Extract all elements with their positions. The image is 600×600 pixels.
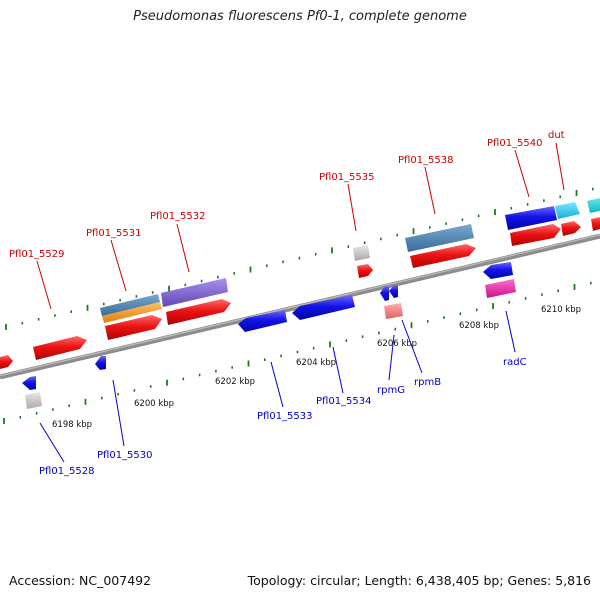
forward-gene — [166, 299, 231, 325]
leader-line — [514, 149, 530, 198]
reverse-gene — [389, 285, 398, 298]
gene-label-pfl01-5538: Pfl01_5538 — [398, 155, 454, 166]
reverse-strand-genes — [22, 262, 513, 390]
leader-line — [112, 379, 125, 447]
reverse-gene — [292, 295, 355, 320]
gene-label-pfl01-5528: Pfl01_5528 — [39, 466, 95, 477]
gene-label-rpmb: rpmB — [414, 377, 441, 388]
forward-gene — [0, 355, 13, 369]
reverse-gene — [483, 262, 513, 279]
teal-feature — [587, 198, 600, 213]
pseudogene-feature — [25, 392, 42, 409]
gene-label-pfl01-5530: Pfl01_5530 — [97, 450, 153, 461]
forward-gene — [410, 244, 476, 268]
reverse-gene — [95, 356, 106, 370]
gene-label-rpmg: rpmG — [377, 385, 405, 396]
salmon-feature — [384, 303, 403, 319]
tick-label: 6208 kbp — [459, 321, 499, 331]
genome-backbone-highlight — [0, 234, 600, 377]
forward-gene — [33, 336, 87, 360]
tick-label: 6198 kbp — [52, 420, 92, 430]
cyan-feature — [555, 202, 580, 219]
reverse-gene — [380, 286, 389, 301]
forward-gene — [505, 206, 557, 230]
tick-label: 6210 kbp — [541, 305, 581, 315]
gene-label-dut: dut — [548, 130, 565, 141]
forward-gene — [561, 221, 581, 236]
orange-feature — [102, 302, 162, 323]
gene-label-pfl01-5534: Pfl01_5534 — [316, 396, 372, 407]
leader-line — [270, 361, 284, 408]
accession-text: Accession: NC_007492 — [9, 573, 152, 588]
steelblue-feature — [405, 224, 474, 252]
leader-line — [36, 260, 52, 310]
leader-line — [388, 334, 395, 381]
upper-tick-row — [5, 187, 594, 330]
forward-gene — [357, 264, 373, 278]
gene-label-radc: radC — [503, 357, 527, 368]
magenta-feature — [485, 279, 516, 298]
topology-text: Topology: circular; Length: 6,438,405 bp… — [247, 573, 591, 588]
reverse-strand-features — [25, 279, 516, 409]
forward-strand-genes — [0, 217, 600, 369]
leader-line — [505, 310, 516, 353]
forward-gene — [105, 315, 162, 340]
gene-label-pfl01-5533: Pfl01_5533 — [257, 411, 313, 422]
forward-strand-features — [100, 198, 600, 323]
leader-line — [332, 346, 344, 394]
tick-labels: 6198 kbp 6200 kbp 6202 kbp 6204 kbp 6206… — [52, 305, 581, 430]
leader-line — [39, 422, 65, 463]
purple-feature — [161, 278, 228, 307]
leader-line — [176, 223, 190, 273]
leader-line — [424, 166, 436, 215]
reverse-gene-labels: Pfl01_5528 Pfl01_5530 Pfl01_5533 Pfl01_5… — [39, 310, 527, 477]
tick-label: 6202 kbp — [215, 377, 255, 387]
pseudogene-feature — [353, 245, 370, 261]
reverse-gene — [238, 310, 287, 332]
tick-label: 6206 kbp — [377, 339, 417, 349]
leader-line — [401, 319, 423, 374]
gene-label-pfl01-5535: Pfl01_5535 — [319, 172, 375, 183]
gene-label-pfl01-5531: Pfl01_5531 — [86, 228, 142, 239]
forward-gene — [510, 224, 561, 246]
lower-tick-row — [3, 281, 592, 424]
gene-label-pfl01-5529: Pfl01_5529 — [9, 249, 65, 260]
forward-gene-labels: Pfl01_5529 Pfl01_5531 Pfl01_5532 Pfl01_5… — [9, 130, 565, 310]
leader-line — [555, 142, 565, 191]
forward-gene — [591, 217, 600, 231]
gene-label-pfl01-5532: Pfl01_5532 — [150, 211, 206, 222]
leader-line — [110, 239, 127, 292]
gene-label-pfl01-5540: Pfl01_5540 — [487, 138, 543, 149]
reverse-gene — [22, 376, 36, 390]
steelblue-feature — [100, 294, 160, 316]
map-title: Pseudomonas fluorescens Pf0-1, complete … — [133, 9, 467, 24]
leader-line — [347, 183, 357, 232]
tick-label: 6200 kbp — [134, 399, 174, 409]
tick-label: 6204 kbp — [296, 358, 336, 368]
